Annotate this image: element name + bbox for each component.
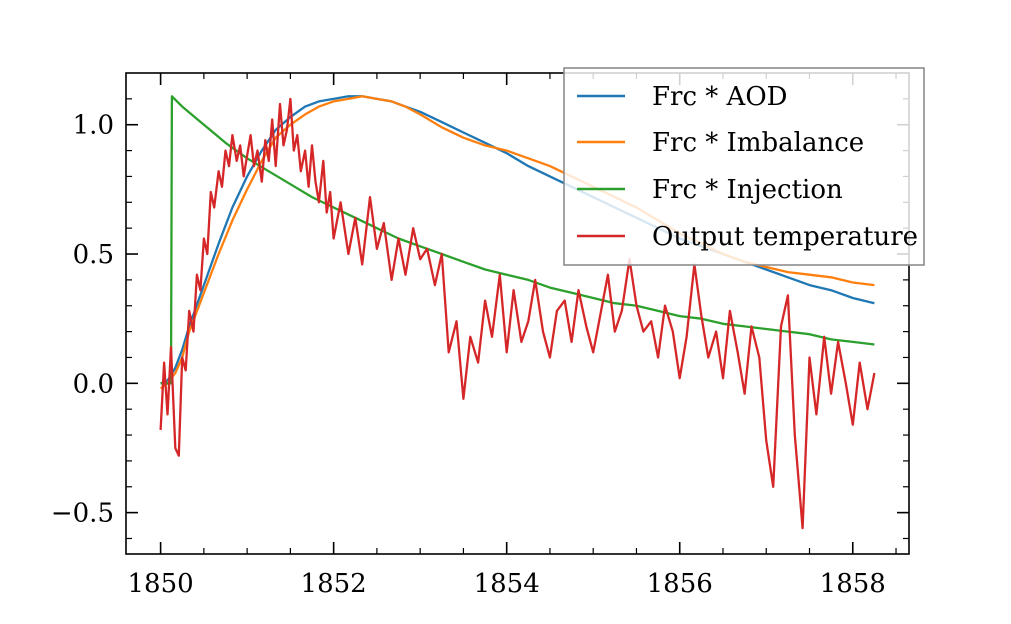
y-tick-label: 1.0 xyxy=(73,111,114,141)
y-tick-label: 0.5 xyxy=(73,240,114,270)
ticks-layer: 1850 1852 1854 1856 1858 −0.5 0.0 0.5 1.0 xyxy=(51,73,909,599)
legend-label-injection: Frc * Injection xyxy=(652,175,843,205)
legend-label-output-temperature: Output temperature xyxy=(652,222,918,252)
x-tick-label: 1858 xyxy=(820,569,886,599)
y-tick-label: −0.5 xyxy=(51,499,114,529)
legend-label-imbalance: Frc * Imbalance xyxy=(652,128,864,158)
legend-label-aod: Frc * AOD xyxy=(652,82,788,112)
x-tick-label: 1850 xyxy=(128,569,194,599)
x-tick-label: 1854 xyxy=(474,569,540,599)
x-tick-label: 1852 xyxy=(301,569,367,599)
x-tick-label: 1856 xyxy=(647,569,713,599)
axes-frame xyxy=(125,72,910,555)
series-line-frc-injection xyxy=(160,95,875,385)
y-tick-label: 0.0 xyxy=(73,369,114,399)
series-line-output-temperature xyxy=(159,97,876,530)
legend: Frc * AOD Frc * Imbalance Frc * Injectio… xyxy=(563,67,925,266)
legend-box xyxy=(563,67,925,266)
